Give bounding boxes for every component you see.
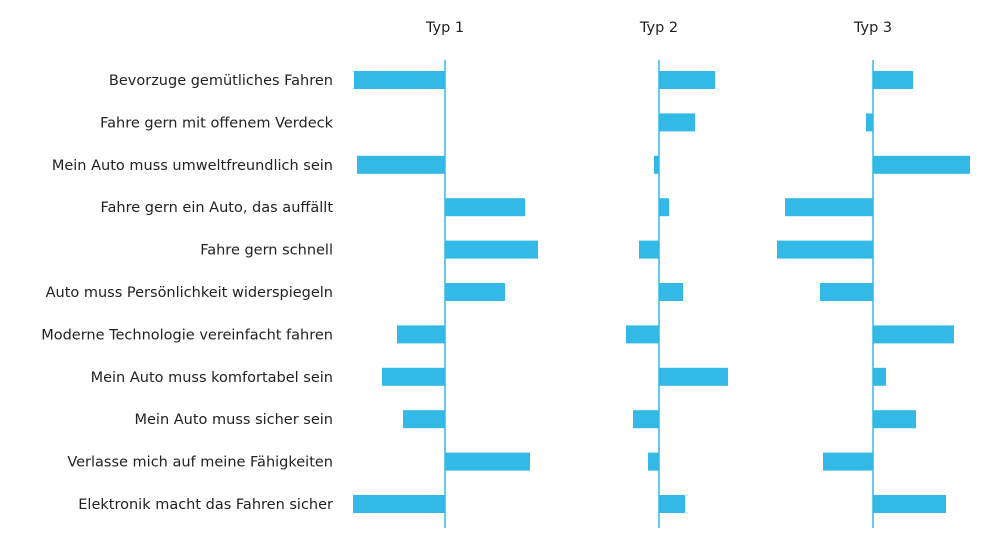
panels: Typ 1 Typ 2 Typ 3 [353,20,970,528]
category-label: Fahre gern mit offenem Verdeck [100,115,333,131]
bar [353,495,445,513]
bar [820,283,873,301]
bar [873,410,916,429]
bar [654,155,659,174]
bar [354,71,445,89]
bar [873,367,886,386]
bar [382,367,445,386]
category-label: Elektronik macht das Fahren sicher [78,497,333,513]
bar [397,325,445,344]
bar [659,198,669,217]
bar [777,240,873,259]
category-label: Moderne Technologie vereinfacht fahren [41,327,333,343]
bar [445,240,538,259]
bar [873,155,970,174]
bar [873,71,913,89]
category-label: Auto muss Persönlichkeit widerspiegeln [46,285,333,301]
bar [648,452,659,471]
bar [659,113,695,132]
category-label: Verlasse mich auf meine Fähigkeiten [67,455,333,471]
panel-title: Typ 3 [853,20,892,36]
bar [445,452,530,471]
bar [823,452,873,471]
panel-2: Typ 2 [626,20,728,528]
category-label: Mein Auto muss sicher sein [135,412,334,428]
bar [785,198,873,217]
bar [866,113,873,132]
category-label: Bevorzuge gemütliches Fahren [109,73,333,89]
panel-title: Typ 1 [425,20,464,36]
bar [873,325,954,344]
bar [357,155,445,174]
bar [445,283,505,301]
bar [659,71,715,89]
bar [873,495,946,513]
category-label: Mein Auto muss komfortabel sein [91,370,333,386]
panel-3: Typ 3 [777,20,970,528]
category-label: Mein Auto muss umweltfreundlich sein [52,158,333,174]
bar [639,240,659,259]
category-label: Fahre gern ein Auto, das auffällt [101,200,334,216]
category-labels: Bevorzuge gemütliches Fahren Fahre gern m… [41,73,333,513]
bar [659,495,685,513]
bar [659,367,728,386]
panel-1: Typ 1 [353,20,538,528]
category-label: Fahre gern schnell [200,243,333,259]
bar [445,198,525,217]
bar [626,325,659,344]
bar [403,410,445,429]
bar [659,283,683,301]
bar [633,410,659,429]
panel-title: Typ 2 [639,20,678,36]
